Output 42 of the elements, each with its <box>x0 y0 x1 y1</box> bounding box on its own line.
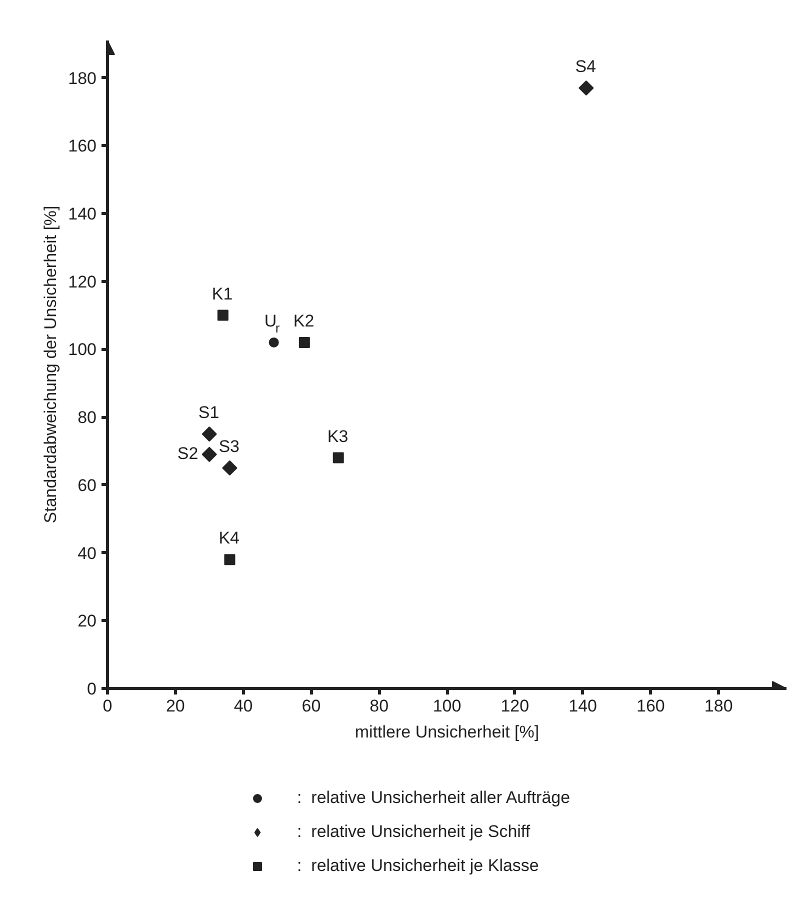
annotation: S3 <box>218 436 240 456</box>
x-tick-label: 60 <box>302 696 321 716</box>
y-axis-title: Standardabweichung der Unsicherheit [%] <box>41 206 60 524</box>
point <box>222 460 238 476</box>
legend-label: : relative Unsicherheit je Schiff <box>297 822 530 842</box>
y-tick-label: 180 <box>68 68 97 88</box>
y-tick-label: 0 <box>87 680 97 698</box>
x-tick-label: 120 <box>500 696 530 716</box>
point <box>298 336 310 348</box>
x-tick-label: 0 <box>102 696 112 716</box>
y-tick-label: 60 <box>78 476 97 495</box>
point <box>202 446 217 462</box>
legend-label: : relative Unsicherheit aller Aufträge <box>297 788 570 808</box>
point <box>268 337 279 348</box>
y-tick-label: 120 <box>68 272 97 292</box>
x-tick-label: 80 <box>370 696 389 716</box>
x-axis-title: mittlere Unsicherheit [%] <box>354 722 540 742</box>
annotation: K3 <box>327 426 348 446</box>
x-tick-label: 180 <box>704 696 733 716</box>
x-tick-label: 40 <box>234 696 253 716</box>
x-tick-label: 160 <box>636 696 665 716</box>
point <box>202 426 217 442</box>
annotation: K1 <box>212 284 233 304</box>
x-tick-label: 20 <box>166 696 185 716</box>
point <box>332 452 344 464</box>
legend-label: : relative Unsicherheit je Klasse <box>297 856 539 876</box>
annotation: S4 <box>575 56 596 76</box>
x-tick-label: 100 <box>432 696 462 716</box>
x-tick-label: 140 <box>568 696 597 716</box>
point <box>224 554 236 566</box>
point <box>217 310 228 321</box>
y-tick-label: 160 <box>68 136 97 156</box>
annotation: S2 <box>177 444 198 463</box>
annotation: K2 <box>293 311 314 330</box>
y-tick-label: 100 <box>68 340 97 360</box>
y-tick-label: 20 <box>78 612 97 631</box>
annotation: S1 <box>198 403 220 422</box>
point <box>578 80 594 96</box>
annotation: K4 <box>218 528 240 548</box>
y-tick-label: 80 <box>78 408 97 428</box>
y-tick-label: 140 <box>68 204 97 224</box>
y-tick-label: 40 <box>78 544 97 563</box>
